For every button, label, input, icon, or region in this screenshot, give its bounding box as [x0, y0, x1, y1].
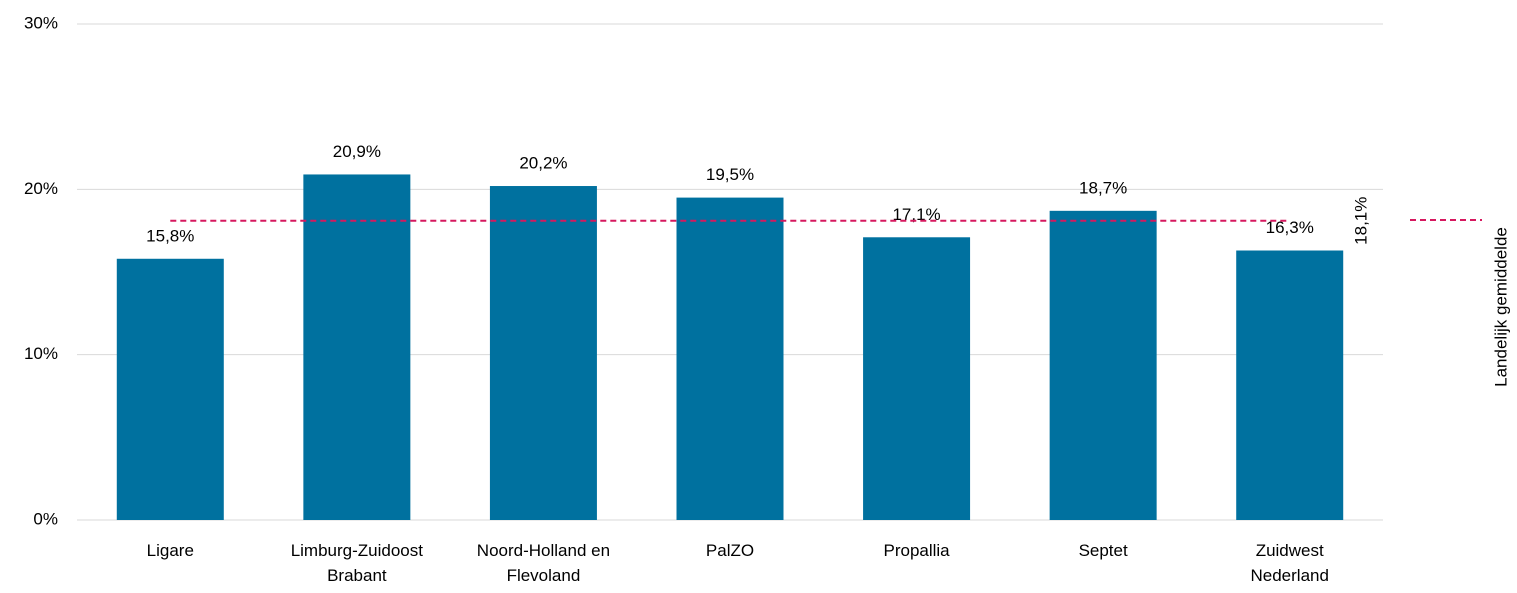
data-label: 20,2%	[519, 154, 567, 173]
x-tick-label: Limburg-Zuidoost Brabant	[291, 541, 424, 585]
y-tick-label: 20%	[24, 179, 58, 198]
bar	[1049, 210, 1157, 520]
data-label: 18,7%	[1079, 178, 1127, 197]
y-tick-label: 0%	[33, 509, 58, 528]
bar	[676, 197, 784, 520]
x-tick-label: Zuidwest Nederland	[1250, 541, 1328, 585]
bar	[1236, 250, 1344, 521]
data-label: 16,3%	[1266, 218, 1314, 237]
x-tick-label: Propallia	[883, 541, 950, 560]
data-label: 15,8%	[146, 226, 194, 245]
x-tick-label: Noord-Holland en Flevoland	[477, 541, 610, 585]
bar	[489, 186, 597, 520]
reference-label: 18,1%	[1351, 197, 1370, 245]
legend-label: Landelijk gemiddelde	[1491, 227, 1510, 387]
y-tick-label: 10%	[24, 344, 58, 363]
x-tick-label: PalZO	[706, 541, 754, 560]
bar	[116, 258, 224, 520]
bar	[863, 237, 971, 520]
data-label: 20,9%	[333, 142, 381, 161]
data-label: 17,1%	[892, 205, 940, 224]
bar	[303, 174, 411, 520]
y-tick-label: 30%	[24, 13, 58, 32]
x-tick-label: Ligare	[147, 541, 194, 560]
data-label: 19,5%	[706, 165, 754, 184]
x-tick-label: Septet	[1079, 541, 1128, 560]
